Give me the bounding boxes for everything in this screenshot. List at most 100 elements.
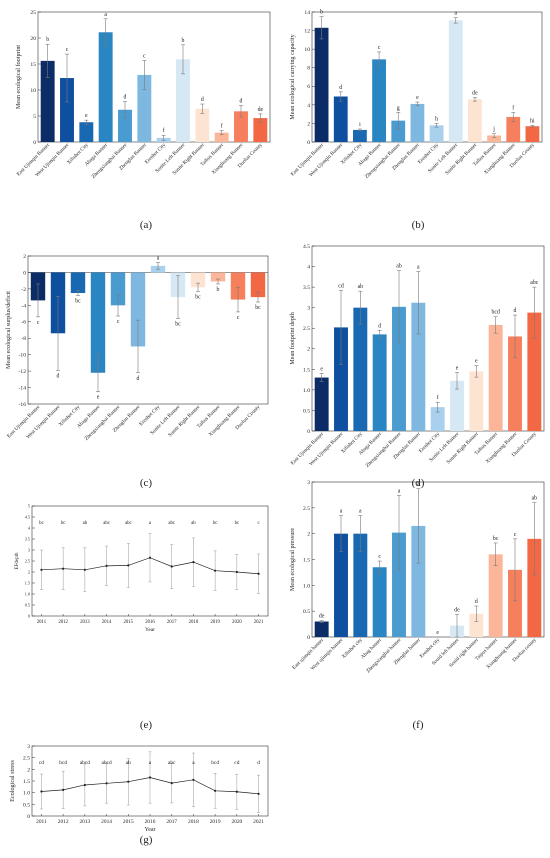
y-tick-label: 2 [27,767,30,773]
significance-letter: bc [175,321,181,327]
significance-letter: ab [126,760,131,766]
significance-letter: d [475,599,478,605]
x-tick-label: 2018 [188,819,199,825]
bar [468,99,482,142]
data-point [235,570,238,574]
chart-panel-d: 0 0.5 1.0 1.5 2 2.5 3 3.5 4 4.5 Mean footprint dep… [289,244,545,489]
bar [253,118,268,142]
data-point [257,572,260,575]
significance-letter: g [397,105,400,111]
y-tick-label: 20 [30,36,36,42]
panel-label: (d) [412,477,425,489]
significance-letter: ab [532,496,538,502]
x-tick-label: 2012 [58,819,69,825]
significance-letter: e [475,359,478,365]
bar [488,554,503,637]
y-axis-label: Mean ecological footprint [15,45,22,110]
y-axis-label: Mean ecological carrying capacity [289,33,296,119]
significance-letter: cd [39,760,44,766]
data-point [40,568,43,571]
y-tick-label: 0 [23,270,26,276]
y-tick-label: 1.5 [303,367,310,373]
y-tick-label: 3 [27,744,30,750]
significance-letter: e [85,113,88,119]
bar [525,126,540,142]
significance-letter: ab [358,284,364,290]
significance-letter: abcd [101,760,111,766]
significance-letter: a [454,11,457,17]
data-point [214,789,217,792]
y-axis-label: EFdepth [15,552,20,569]
x-tick-label: West Ujimqin Banner [308,142,344,178]
significance-letter: h [435,116,438,122]
y-tick-label: 0 [27,814,30,820]
data-point [257,792,260,795]
x-tick-label: 2013 [79,819,90,825]
significance-letter: e [436,630,439,636]
x-axis-label: Year [144,827,155,833]
y-axis-label: Mean ecological pressure [289,528,296,591]
y-tick-label: 10 [30,88,36,94]
y-tick-label: 2 [307,532,310,538]
x-tick-label: 2020 [231,819,242,825]
data-point [105,782,108,785]
significance-letter: bc [235,521,240,526]
bar [372,567,387,637]
significance-letter: c [378,45,381,51]
significance-letter: bc [493,536,499,542]
panel-label: (g) [140,834,153,846]
significance-letter: a [157,256,160,262]
y-tick-label: 0 [307,140,310,146]
y-tick-label: 1.5 [25,580,30,585]
data-point [83,568,86,571]
y-tick-label: 4.5 [303,244,310,250]
y-tick-label: 5 [28,503,30,508]
y-tick-label: 2 [23,254,26,260]
bar [353,533,368,637]
y-tick-label: 2.5 [303,326,310,332]
bar [429,125,444,142]
bar [190,272,206,288]
x-tick-label: 2020 [232,620,242,625]
data-point [127,780,130,783]
x-tick-label: Zhengxiangbai Banner [84,404,122,442]
significance-letter: c [257,521,259,526]
x-tick-label: East Ujimqin Banner [290,142,325,177]
bar [314,27,329,143]
significance-letter: de [472,90,478,96]
y-tick-label: 6 [307,84,310,90]
significance-letter: j [492,127,495,133]
significance-letter: hi [530,118,535,124]
y-tick-label: 3 [307,480,310,486]
bar [214,132,229,142]
significance-letter: d [240,99,243,105]
significance-letter: a [340,509,343,515]
y-tick-label: 14 [304,10,310,16]
bar [60,78,74,142]
significance-letter: a [104,12,107,18]
chart-panel-e: 0 0.5 1.0 1.5 2 2.5 3 3.5 4 4.5 5 EFdepth bc 2011 bc 20… [15,503,269,731]
significance-letter: e [416,95,419,101]
y-axis-label: Ecological stress [9,760,16,802]
significance-letter: c [514,532,517,538]
y-tick-label: 0.5 [303,408,310,414]
significance-letter: d [514,308,517,314]
significance-letter: b [320,10,323,16]
chart-panel-b: 0 2 4 6 8 10 12 14 Mean ecological carrying capa… [289,10,543,231]
y-tick-label: 1.0 [303,583,310,589]
significance-letter: bcd [211,760,219,766]
panel-label: (c) [140,477,153,489]
x-tick-label: 2018 [189,620,199,625]
bar [372,334,387,431]
bar [508,569,522,637]
x-tick-label: Zhengxiangbai Banner [364,142,402,180]
bar [508,336,522,431]
bar [392,532,406,637]
significance-letter: d [378,323,381,329]
significance-letter: bc [39,521,44,526]
bar [334,533,348,637]
y-tick-label: 0 [28,613,30,618]
panel-label: (b) [412,219,425,231]
plot-frame [37,11,271,143]
bar [469,371,484,431]
